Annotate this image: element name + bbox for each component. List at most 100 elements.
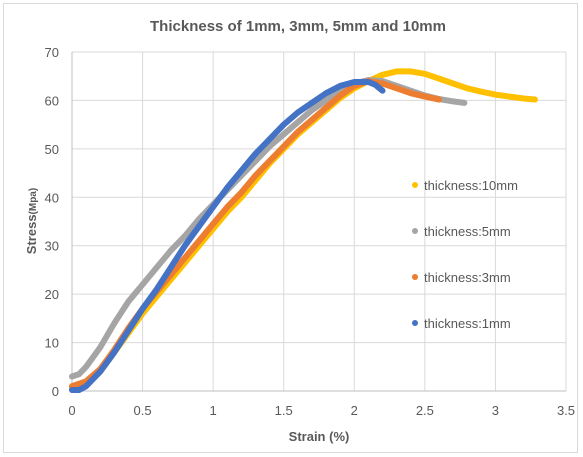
data-point <box>450 80 456 87</box>
data-point <box>125 298 132 305</box>
data-point <box>436 75 442 82</box>
data-point <box>393 68 400 75</box>
data-point <box>379 87 386 94</box>
data-point <box>111 349 118 356</box>
data-point <box>168 264 174 271</box>
data-point <box>153 286 160 293</box>
x-tick-label: 0 <box>68 403 75 418</box>
data-point <box>83 383 89 389</box>
data-point <box>69 373 75 380</box>
x-tick-label: 1.5 <box>275 403 293 418</box>
data-point <box>295 109 301 116</box>
data-point <box>224 184 231 191</box>
y-tick-label: 10 <box>45 336 59 351</box>
data-point <box>464 85 471 92</box>
data-point <box>252 172 259 179</box>
data-point <box>266 143 273 150</box>
data-point <box>372 82 379 88</box>
data-point <box>252 150 259 157</box>
legend-marker <box>412 320 418 326</box>
y-tick-label: 20 <box>45 287 59 302</box>
data-point <box>280 121 287 128</box>
series-line <box>69 78 442 390</box>
data-point <box>295 119 301 126</box>
data-point <box>407 68 414 75</box>
legend-entry: thickness:5mm <box>424 224 511 239</box>
legend-marker <box>412 274 418 280</box>
data-point <box>532 96 538 103</box>
x-tick-label: 0.5 <box>134 403 152 418</box>
data-point <box>266 158 273 164</box>
data-point <box>125 327 132 334</box>
data-point <box>323 90 329 96</box>
legend-entry: thickness:10mm <box>424 178 518 193</box>
y-tick-label: 50 <box>45 142 59 157</box>
data-point <box>280 131 287 138</box>
y-tick-label: 70 <box>45 45 59 60</box>
data-point <box>506 93 513 100</box>
y-tick-label: 40 <box>45 190 59 205</box>
legend-entry: thickness:3mm <box>424 270 511 285</box>
x-tick-label: 2.5 <box>416 403 434 418</box>
data-point <box>266 136 273 142</box>
data-point <box>478 88 485 95</box>
data-point <box>295 129 301 135</box>
data-point <box>436 96 442 103</box>
legend-marker <box>412 228 418 234</box>
data-point <box>379 71 386 78</box>
data-point <box>238 167 245 174</box>
x-tick-labels: 0 0.5 1 1.5 2 2.5 3 3.5 <box>68 403 575 418</box>
data-point <box>309 100 315 106</box>
data-point <box>365 79 372 85</box>
data-point <box>337 92 343 99</box>
data-point <box>182 242 188 249</box>
data-point <box>309 117 315 123</box>
data-point <box>351 79 358 85</box>
series-line <box>69 79 386 393</box>
y-axis-label: Stress(Mpa) <box>24 188 39 254</box>
data-point <box>520 95 527 102</box>
data-point <box>153 264 160 271</box>
data-point <box>83 363 89 370</box>
data-point <box>461 100 468 106</box>
data-point <box>323 104 329 111</box>
plot-area <box>69 68 538 393</box>
data-point <box>168 247 174 254</box>
data-point <box>139 305 146 312</box>
y-axis-label-unit: (Mpa) <box>28 188 39 215</box>
legend: thickness:10mm thickness:5mm thickness:3mm… <box>412 178 518 331</box>
x-tick-label: 3 <box>492 403 499 418</box>
y-tick-label: 0 <box>52 384 59 399</box>
data-point <box>182 255 188 261</box>
x-tick-label: 1 <box>210 403 217 418</box>
data-point <box>196 238 202 244</box>
data-point <box>280 143 287 150</box>
series-thickness-1mm <box>69 79 386 393</box>
data-point <box>139 281 146 288</box>
data-point <box>422 70 428 77</box>
data-point <box>97 344 104 351</box>
y-tick-label: 30 <box>45 239 59 254</box>
legend-marker <box>412 182 418 188</box>
x-tick-label: 2 <box>351 403 358 418</box>
data-point <box>309 107 315 113</box>
data-point <box>76 371 82 377</box>
data-point <box>210 221 216 227</box>
axes <box>71 52 566 392</box>
data-point <box>76 387 82 393</box>
data-point <box>337 83 343 89</box>
data-point <box>224 204 231 210</box>
data-point <box>196 223 202 230</box>
data-point <box>323 97 329 104</box>
legend-entry: thickness:1mm <box>424 316 511 331</box>
data-point <box>393 85 400 92</box>
data-point <box>111 320 118 327</box>
data-point <box>238 189 245 196</box>
y-tick-labels: 0 10 20 30 40 50 60 70 <box>45 45 59 399</box>
data-point <box>492 91 499 98</box>
x-tick-label: 3.5 <box>557 403 575 418</box>
data-point <box>97 368 104 375</box>
data-point <box>422 93 428 100</box>
data-point <box>182 233 188 239</box>
